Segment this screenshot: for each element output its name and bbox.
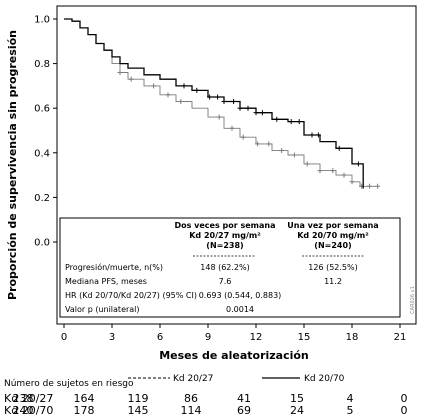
censor-mark (181, 83, 187, 89)
censor-mark (117, 70, 123, 76)
watermark: CAR026 v1 (410, 286, 416, 314)
censor-mark (221, 99, 227, 105)
censor-mark (291, 152, 297, 158)
row-v2-events: 126 (52.5%) (308, 263, 357, 272)
col2-header-1: Una vez por semana (287, 221, 378, 230)
censor-mark (349, 179, 355, 185)
censor-mark (317, 168, 323, 174)
x-tick-label: 9 (205, 332, 211, 343)
at-risk-value: 145 (128, 404, 149, 417)
censor-mark (336, 145, 342, 151)
at-risk-row-label: Kd 20/27 (4, 392, 53, 405)
row-v2-median: 11.2 (324, 277, 342, 286)
row-v1-events: 148 (62.2%) (200, 263, 249, 272)
x-ticks: 0 3 6 9 12 15 18 21 (61, 324, 407, 343)
x-tick-label: 18 (346, 332, 359, 343)
y-tick-label: 0.2 (34, 193, 50, 204)
at-risk-value: 119 (128, 392, 149, 405)
series-line-kd2027 (64, 18, 376, 187)
at-risk-value: 0 (401, 404, 408, 417)
row-v1-median: 7.6 (219, 277, 232, 286)
x-tick-label: 21 (394, 332, 407, 343)
censor-mark (288, 119, 294, 125)
at-risk-value: 164 (74, 392, 95, 405)
censor-mark (315, 132, 321, 138)
at-risk-value: 114 (181, 404, 202, 417)
censor-mark (255, 141, 261, 147)
censor-mark (245, 105, 251, 111)
censor-mark (266, 141, 272, 147)
censor-mark (240, 134, 246, 140)
summary-table-box (59, 217, 401, 318)
censor-mark (279, 148, 285, 154)
at-risk-value: 4 (347, 392, 354, 405)
censor-mark (341, 172, 347, 178)
at-risk-value: 24 (290, 404, 304, 417)
at-risk-value: 178 (74, 404, 95, 417)
censor-mark (165, 92, 171, 98)
censor-mark (178, 99, 184, 105)
x-tick-label: 3 (109, 332, 115, 343)
row-label-median: Mediana PFS, meses (65, 277, 147, 286)
y-tick-label: 1.0 (34, 15, 50, 26)
x-tick-label: 15 (298, 332, 311, 343)
series-line-kd2070 (64, 18, 364, 189)
at-risk-value: 15 (290, 392, 304, 405)
censor-mark (215, 94, 221, 100)
censor-mark (296, 119, 302, 125)
y-ticks: 0.0 0.2 0.4 0.6 0.8 1.0 (34, 15, 57, 249)
row-label-pvalue: Valor p (unilateral) (65, 305, 140, 314)
y-tick-label: 0.6 (34, 104, 50, 115)
censor-mark (253, 110, 259, 116)
at-risk-value: 0 (401, 392, 408, 405)
censor-mark (194, 87, 200, 93)
censor-mark (355, 161, 361, 167)
col1-header-2: Kd 20/27 mg/m² (189, 231, 261, 240)
plot-frame (56, 5, 417, 325)
censor-mark (259, 110, 265, 116)
col2-header-3: (N=240) (314, 241, 351, 250)
row-v1-pvalue: 0.0014 (226, 305, 254, 314)
legend-label-kd2070: Kd 20/70 (304, 374, 345, 384)
row-label-hr: HR (Kd 20/70/Kd 20/27) (95% CI) (65, 291, 197, 300)
col2-header-2: Kd 20/70 mg/m² (297, 231, 369, 240)
y-tick-label: 0.4 (34, 148, 50, 159)
at-risk-value: 240 (13, 404, 34, 417)
survival-curves (64, 18, 381, 189)
y-axis-label: Proporción de supervivencia sin progresi… (6, 30, 19, 300)
row-label-events: Progresión/muerte, n(%) (65, 262, 163, 272)
at-risk-value: 238 (13, 392, 34, 405)
at-risk-value: 86 (184, 392, 198, 405)
at-risk-title: Número de sujetos en riesgo (4, 379, 134, 389)
at-risk-value: 69 (237, 404, 251, 417)
censor-mark (304, 161, 310, 167)
at-risk-value: 41 (237, 392, 251, 405)
legend-label-kd2027: Kd 20/27 (173, 374, 213, 384)
censor-mark (151, 83, 157, 89)
row-v1-hr: 0.693 (0.544, 0.883) (199, 291, 282, 300)
censor-mark (330, 168, 336, 174)
x-axis-label: Meses de aleatorización (159, 349, 309, 362)
censor-mark (274, 116, 280, 122)
censor-mark (216, 114, 222, 120)
x-tick-label: 12 (250, 332, 263, 343)
x-tick-label: 0 (61, 332, 67, 343)
col1-header-1: Dos veces por semana (174, 221, 275, 230)
col1-header-3: (N=238) (206, 241, 243, 250)
at-risk-value: 5 (347, 404, 354, 417)
censor-mark (367, 183, 373, 189)
censor-mark (229, 125, 235, 131)
censor-mark (231, 99, 237, 105)
censor-mark (237, 105, 243, 111)
censor-mark (128, 76, 134, 82)
censor-mark (207, 94, 213, 100)
at-risk-row-label: Kd 20/70 (4, 404, 53, 417)
y-tick-label: 0.0 (34, 238, 50, 249)
censor-mark (375, 183, 381, 189)
x-tick-label: 6 (157, 332, 163, 343)
y-tick-label: 0.8 (34, 59, 50, 70)
censor-mark (309, 132, 315, 138)
